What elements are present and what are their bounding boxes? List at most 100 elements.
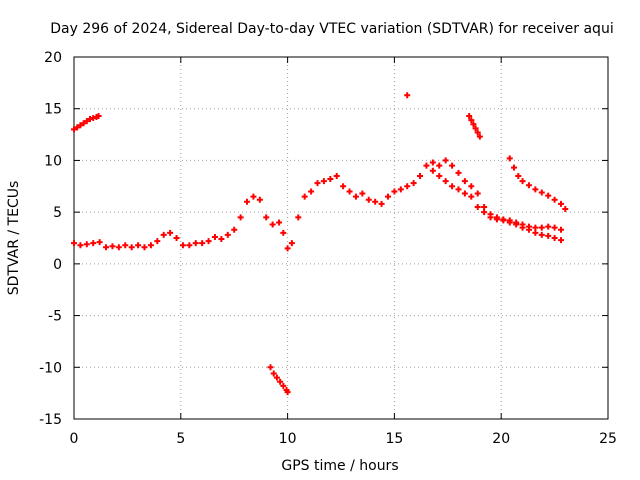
data-point — [506, 155, 513, 162]
data-point — [493, 214, 500, 221]
data-point — [95, 112, 102, 119]
data-point — [384, 193, 391, 200]
data-point — [128, 244, 135, 251]
data-point — [449, 162, 456, 169]
data-point — [551, 235, 558, 241]
data-point — [558, 237, 565, 244]
data-point — [83, 241, 90, 248]
axis-ticks: 0 5 10 15 20 25 -15 -10 -5 0 5 10 15 20 — [39, 50, 617, 447]
data-point — [308, 188, 315, 195]
data-point — [359, 190, 366, 197]
data-point — [109, 243, 116, 250]
data-point — [538, 231, 545, 238]
x-tick-label: 15 — [385, 431, 403, 447]
data-point — [340, 183, 347, 190]
x-tick-label: 5 — [176, 431, 185, 447]
data-series — [71, 92, 569, 396]
y-tick-label: 20 — [44, 50, 62, 66]
data-point — [404, 183, 411, 190]
data-point — [244, 198, 251, 205]
data-point — [519, 178, 526, 185]
data-point — [532, 229, 539, 236]
data-point — [558, 200, 565, 207]
data-point — [103, 244, 110, 251]
y-tick-label: 10 — [44, 153, 62, 169]
data-point — [474, 129, 481, 136]
y-axis-title: SDTVAR / TECUs — [6, 181, 22, 296]
data-point — [481, 209, 488, 216]
data-point — [442, 157, 449, 164]
data-point — [455, 169, 462, 176]
data-point — [288, 240, 295, 247]
series-late-decline — [506, 155, 569, 213]
data-point — [154, 238, 161, 245]
data-point — [250, 193, 257, 200]
data-point — [410, 180, 417, 187]
data-point — [372, 198, 379, 205]
data-point — [90, 240, 97, 247]
data-point — [96, 239, 103, 246]
data-point — [74, 124, 81, 131]
data-point — [397, 186, 404, 193]
data-point — [284, 245, 291, 252]
data-point — [77, 122, 84, 129]
x-tick-label: 20 — [492, 431, 510, 447]
data-point — [545, 223, 552, 230]
data-point — [468, 117, 475, 124]
plot-frame — [73, 56, 609, 420]
data-point — [442, 178, 449, 185]
data-point — [391, 188, 398, 195]
x-tick-label: 0 — [70, 431, 79, 447]
data-point — [515, 172, 522, 179]
data-point — [231, 226, 238, 233]
y-tick-label: -15 — [39, 412, 62, 428]
data-point — [179, 242, 186, 249]
data-point — [365, 196, 372, 203]
series-descending-segment — [466, 112, 483, 140]
data-point — [525, 223, 532, 230]
data-point — [211, 233, 218, 240]
data-point — [538, 224, 545, 231]
y-tick-label: 5 — [53, 205, 62, 221]
data-point — [192, 240, 199, 247]
data-point — [141, 244, 148, 251]
data-point — [160, 231, 167, 238]
data-point — [436, 162, 443, 169]
grid — [74, 57, 608, 419]
data-point — [506, 217, 513, 224]
data-point — [558, 226, 565, 233]
data-point — [273, 374, 280, 381]
data-point — [487, 211, 494, 218]
data-point — [519, 221, 526, 228]
data-point — [532, 224, 539, 231]
data-point — [267, 364, 274, 371]
data-point — [545, 232, 552, 239]
data-point — [470, 121, 477, 128]
data-point — [115, 244, 122, 251]
data-point — [77, 242, 84, 249]
data-point — [205, 238, 212, 245]
data-point — [346, 188, 353, 195]
data-point — [404, 92, 411, 99]
data-point — [80, 120, 87, 127]
data-point — [135, 242, 142, 249]
data-point — [83, 118, 90, 125]
x-axis-title: GPS time / hours — [281, 458, 398, 474]
data-point — [90, 115, 97, 122]
chart-title: Day 296 of 2024, Sidereal Day-to-day VTE… — [50, 21, 613, 37]
data-point — [417, 172, 424, 179]
data-point — [461, 190, 468, 197]
data-point — [237, 214, 244, 221]
data-point — [186, 242, 193, 249]
data-point — [429, 159, 436, 166]
data-point — [461, 178, 468, 185]
data-point — [476, 133, 483, 140]
x-tick-label: 25 — [599, 431, 617, 447]
data-point — [269, 221, 276, 228]
data-point — [87, 116, 94, 123]
data-point — [525, 182, 532, 189]
y-tick-label: 15 — [44, 102, 62, 118]
data-point — [295, 214, 302, 221]
series-outlier — [404, 92, 411, 99]
